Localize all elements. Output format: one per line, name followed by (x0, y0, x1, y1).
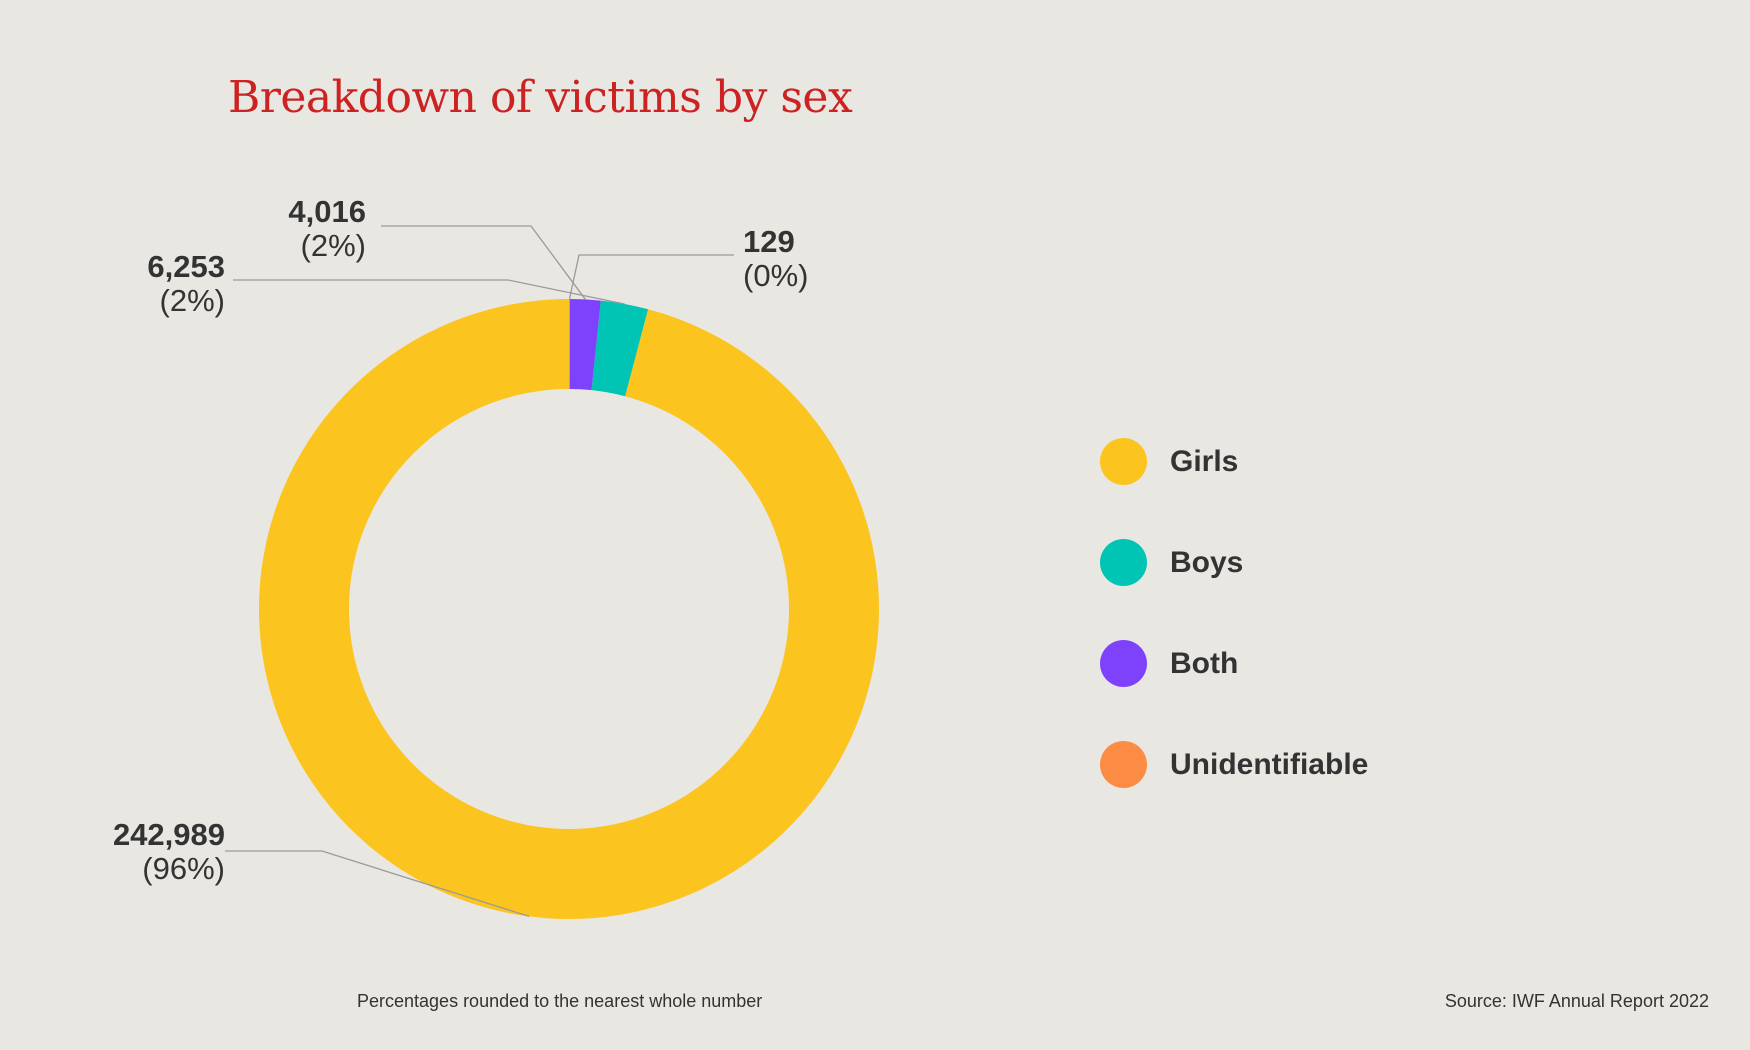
data-label-girls: 242,989 (96%) (113, 817, 225, 886)
data-percent-both: (2%) (301, 228, 366, 263)
legend-label-both: Both (1170, 646, 1239, 680)
data-value-both: 4,016 (288, 194, 366, 229)
legend-swatch-girls (1100, 438, 1147, 485)
legend-swatch-boys (1100, 539, 1147, 586)
legend-label-unidentifiable: Unidentifiable (1170, 747, 1369, 781)
slices-layer (258, 299, 880, 919)
slice-both (569, 299, 601, 391)
data-label-boys: 6,253 (2%) (147, 249, 225, 318)
legend-swatch-both (1100, 640, 1147, 687)
slice-unidentifiable (569, 299, 570, 390)
leader-lines-layer (225, 225, 734, 918)
slice-girls (258, 299, 880, 919)
leader-line-girls (225, 850, 530, 918)
legend-swatch-unidentifiable (1100, 741, 1147, 788)
data-labels-layer: 242,989 (96%)6,253 (2%)4,016 (2%) 129 (0%) (113, 194, 809, 886)
leader-line-both (381, 225, 586, 300)
data-value-boys: 6,253 (147, 249, 225, 284)
legend: Girls Boys Both Unidentifiable (1100, 438, 1368, 842)
data-value-girls: 242,989 (113, 817, 225, 852)
slice-boys (591, 300, 649, 397)
footnote: Percentages rounded to the nearest whole… (357, 991, 763, 1011)
data-percent-girls: (96%) (142, 851, 225, 886)
leader-line-unidentifiable (568, 254, 734, 300)
legend-item-girls: Girls (1100, 438, 1368, 485)
source-note: Source: IWF Annual Report 2022 (1444, 991, 1709, 1011)
data-value-unidentifiable: 129 (743, 224, 795, 259)
legend-item-boys: Boys (1100, 539, 1368, 586)
legend-item-unidentifiable: Unidentifiable (1100, 741, 1368, 788)
legend-item-both: Both (1100, 640, 1368, 687)
data-percent-unidentifiable: (0%) (743, 258, 808, 293)
data-label-unidentifiable: 129 (0%) (743, 224, 808, 293)
legend-label-boys: Boys (1170, 545, 1244, 579)
data-label-both: 4,016 (2%) (288, 194, 366, 263)
legend-label-girls: Girls (1170, 444, 1239, 478)
chart-title: Breakdown of victims by sex (228, 72, 853, 123)
leader-line-boys (233, 279, 625, 305)
data-percent-boys: (2%) (160, 283, 225, 318)
